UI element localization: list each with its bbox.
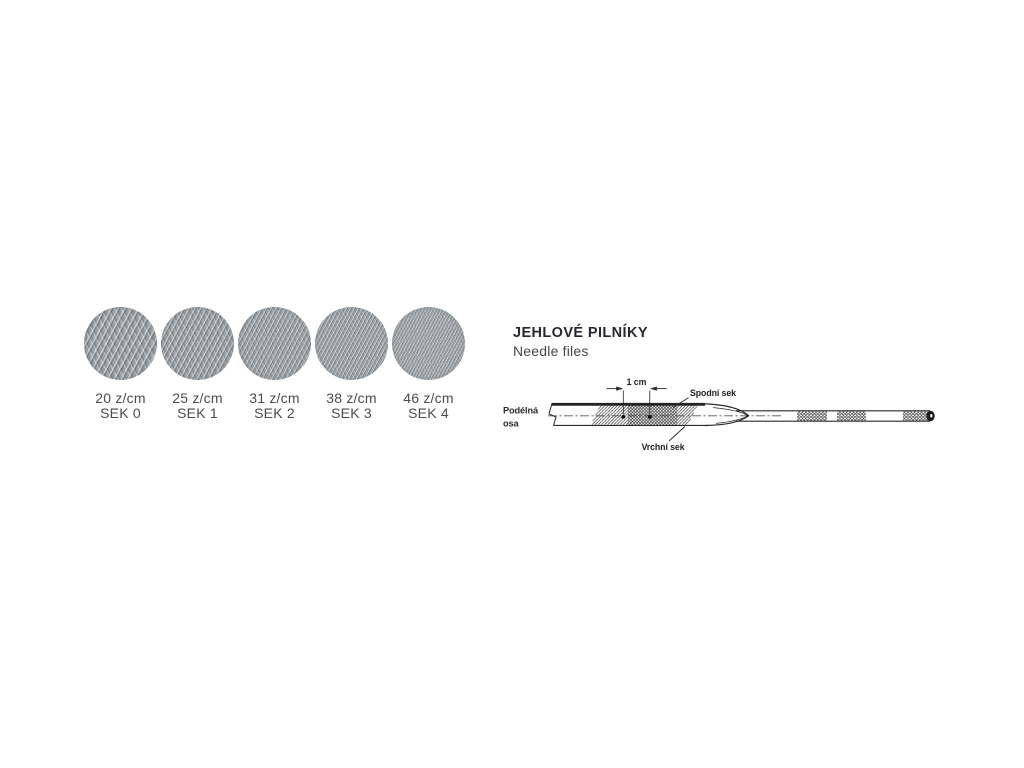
tip-point <box>746 414 749 417</box>
dimension-arrow-left <box>616 386 624 391</box>
swatch-density-label: 31 z/cm <box>249 390 300 406</box>
dimension-label: 1 cm <box>627 377 647 387</box>
cut-grade-swatches: 20 z/cm SEK 0 25 z/cm SEK 1 31 z/cm SEK … <box>82 307 467 420</box>
swatch-density-label: 38 z/cm <box>326 390 377 406</box>
tang-end-cap-highlight <box>930 414 933 418</box>
swatch-sek-label: SEK 0 <box>100 404 141 421</box>
cut-swatch-sek1: 25 z/cm SEK 1 <box>159 307 236 420</box>
top-cut-label: Spodní sek <box>690 388 736 398</box>
swatch-density-label: 25 z/cm <box>172 390 223 406</box>
swatch-caption: 25 z/cm SEK 1 <box>172 391 222 420</box>
cut-texture-image-sek4 <box>392 307 465 380</box>
swatch-density-label: 46 z/cm <box>403 390 454 406</box>
reference-dot-left <box>621 415 626 419</box>
axis-label-line2: osa <box>503 419 520 429</box>
tip-inner-line-bottom <box>715 415 748 424</box>
swatch-caption: 46 z/cm SEK 4 <box>403 391 453 420</box>
cut-texture-image-sek2 <box>238 307 311 380</box>
cut-area-left <box>591 404 628 425</box>
cut-swatch-sek2: 31 z/cm SEK 2 <box>236 307 313 420</box>
cut-swatch-sek0: 20 z/cm SEK 0 <box>82 307 159 420</box>
knurl-band-1 <box>797 411 827 421</box>
product-header: JEHLOVÉ PILNÍKY Needle files <box>513 325 648 359</box>
cut-area-middle <box>628 404 677 425</box>
cut-texture-image-sek1 <box>161 307 234 380</box>
cut-swatch-sek4: 46 z/cm SEK 4 <box>390 307 467 420</box>
page-subtitle: Needle files <box>513 343 589 359</box>
cut-texture-image-sek0 <box>84 307 157 380</box>
swatch-sek-label: SEK 1 <box>177 404 218 421</box>
cut-swatch-sek3: 38 z/cm SEK 3 <box>313 307 390 420</box>
tip-inner-line-top <box>712 407 748 416</box>
dimension-arrow-right <box>649 386 657 391</box>
cut-texture-image-sek3 <box>315 307 388 380</box>
axis-label-line1: Podélná <box>503 406 539 416</box>
swatch-sek-label: SEK 4 <box>408 404 449 421</box>
tip-outline-bottom <box>704 415 749 427</box>
knurl-band-2 <box>837 411 866 421</box>
swatch-density-label: 20 z/cm <box>95 390 146 406</box>
page-title: JEHLOVÉ PILNÍKY <box>513 325 648 341</box>
needle-file-diagram: 1 cm Spodní sek Vrchní sek Podélná osa <box>503 377 935 452</box>
top-cut-leader-line <box>672 397 689 408</box>
swatch-sek-label: SEK 2 <box>254 404 295 421</box>
knurl-band-3 <box>903 411 928 421</box>
reference-dot-right <box>647 415 652 419</box>
bottom-cut-label: Vrchní sek <box>642 442 685 452</box>
tip-outline-top <box>701 403 749 417</box>
file-tang <box>735 410 931 422</box>
swatch-caption: 20 z/cm SEK 0 <box>95 391 145 420</box>
swatch-caption: 31 z/cm SEK 2 <box>249 391 299 420</box>
blade-left-edge <box>548 403 557 426</box>
cut-area-right <box>677 404 698 425</box>
bottom-cut-leader-line <box>668 426 686 442</box>
swatch-caption: 38 z/cm SEK 3 <box>326 391 376 420</box>
swatch-sek-label: SEK 3 <box>331 404 372 421</box>
